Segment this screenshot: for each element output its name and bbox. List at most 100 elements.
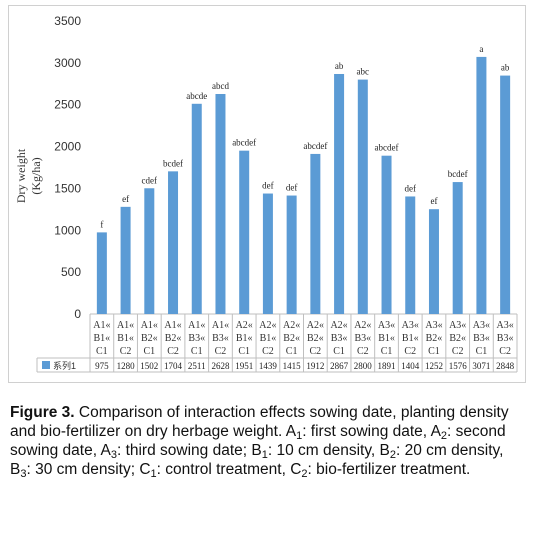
category-label: B3« — [354, 333, 371, 344]
table-value: 2511 — [188, 361, 206, 371]
significance-label: abcdef — [303, 141, 327, 151]
bar — [334, 73, 345, 314]
bar — [262, 193, 273, 314]
caption-def-6: C1: control treatment, — [139, 461, 291, 480]
y-tick-label: 2000 — [54, 140, 81, 154]
table-value: 1280 — [117, 361, 136, 371]
bar — [96, 232, 107, 314]
significance-label: abcdef — [375, 143, 399, 153]
figure-label: Figure 3. — [10, 404, 75, 421]
bar — [500, 75, 511, 314]
caption-def-1: A2: second sowing date, — [10, 423, 506, 459]
category-label: A3« — [425, 320, 442, 331]
table-value: 1704 — [164, 361, 183, 371]
category-label: A1« — [164, 320, 181, 331]
significance-label: cdef — [142, 175, 158, 185]
category-label: B3« — [497, 333, 514, 344]
category-label: B3« — [212, 333, 229, 344]
table-value: 3071 — [472, 361, 490, 371]
table-value: 975 — [95, 361, 109, 371]
category-label: B2« — [283, 333, 300, 344]
y-tick-label: 3000 — [54, 56, 81, 70]
bar — [381, 155, 392, 314]
figure-caption: Figure 3. Comparison of interaction effe… — [10, 403, 525, 480]
category-label: C1 — [238, 346, 250, 357]
bar — [428, 209, 439, 314]
caption-definitions: A1: first sowing date, A2: second sowing… — [10, 423, 506, 480]
significance-label: def — [286, 183, 298, 193]
table-value: 1502 — [140, 361, 158, 371]
category-label: C1 — [191, 346, 203, 357]
category-label: C2 — [215, 346, 227, 357]
legend-label: 系列1 — [53, 360, 76, 371]
category-label: C1 — [476, 346, 488, 357]
significance-label: a — [479, 44, 483, 54]
category-label: B2« — [307, 333, 324, 344]
table-value: 1415 — [283, 361, 302, 371]
caption-def-2: A3: third sowing date; — [100, 442, 252, 461]
table-value: 1252 — [425, 361, 443, 371]
significance-label: ef — [430, 196, 437, 206]
category-label: C2 — [310, 346, 322, 357]
bar — [310, 153, 321, 314]
bar — [452, 182, 463, 314]
category-label: C1 — [143, 346, 155, 357]
category-label: A2« — [330, 320, 347, 331]
significance-label: abc — [357, 67, 370, 77]
y-axis-unit: (Kg/ha) — [29, 157, 43, 194]
caption-def-4: B2: 20 cm density, — [379, 442, 504, 461]
table-value: 2628 — [211, 361, 230, 371]
significance-label: bcdef — [163, 158, 183, 168]
table-value: 1891 — [378, 361, 396, 371]
category-label: B2« — [165, 333, 182, 344]
category-label: A1« — [117, 320, 134, 331]
category-label: A3« — [378, 320, 395, 331]
category-label: A1« — [188, 320, 205, 331]
category-label: B3« — [188, 333, 205, 344]
category-label: A2« — [259, 320, 276, 331]
significance-label: abcd — [212, 81, 229, 91]
bar — [215, 93, 226, 314]
significance-label: def — [405, 183, 417, 193]
y-tick-label: 1500 — [54, 181, 81, 195]
table-value: 2800 — [354, 361, 373, 371]
category-label: C2 — [499, 346, 511, 357]
category-label: A2« — [236, 320, 253, 331]
bar — [191, 103, 202, 314]
category-label: A1« — [93, 320, 110, 331]
bar-chart: 0 500 1000 1500 2000 2500 3000 3500 Dry weight (K… — [14, 14, 518, 373]
bar — [476, 56, 487, 315]
caption-def-7: C2: bio-fertilizer treatment. — [290, 461, 471, 480]
caption-def-0: A1: first sowing date, — [285, 423, 431, 442]
category-label: A3« — [473, 320, 490, 331]
category-label: C1 — [428, 346, 440, 357]
table-value: 1576 — [449, 361, 468, 371]
y-axis-label: Dry weight — [14, 148, 28, 203]
category-label: B3« — [473, 333, 490, 344]
category-label: C2 — [262, 346, 274, 357]
caption-def-5: B3: 30 cm density; — [10, 461, 140, 480]
bar — [405, 196, 416, 314]
significance-label: abcdef — [232, 138, 256, 148]
category-label: A1« — [212, 320, 229, 331]
y-tick-label: 500 — [61, 265, 81, 279]
category-label: B1« — [260, 333, 277, 344]
category-label: C1 — [286, 346, 298, 357]
category-label: B1« — [378, 333, 395, 344]
category-label: C2 — [120, 346, 132, 357]
y-tick-label: 0 — [74, 307, 81, 321]
caption-def-3: B1: 10 cm density, — [251, 442, 380, 461]
category-label: A1« — [141, 320, 158, 331]
category-label: A3« — [402, 320, 419, 331]
bar — [144, 188, 155, 314]
table-value: 2867 — [330, 361, 349, 371]
category-label: A2« — [354, 320, 371, 331]
significance-label: ab — [501, 63, 510, 73]
bar — [239, 150, 250, 314]
table-value: 1404 — [401, 361, 420, 371]
category-label: C1 — [333, 346, 345, 357]
table-value: 1951 — [235, 361, 253, 371]
table-value: 1912 — [306, 361, 324, 371]
table-value: 2848 — [496, 361, 515, 371]
category-label: B2« — [449, 333, 466, 344]
